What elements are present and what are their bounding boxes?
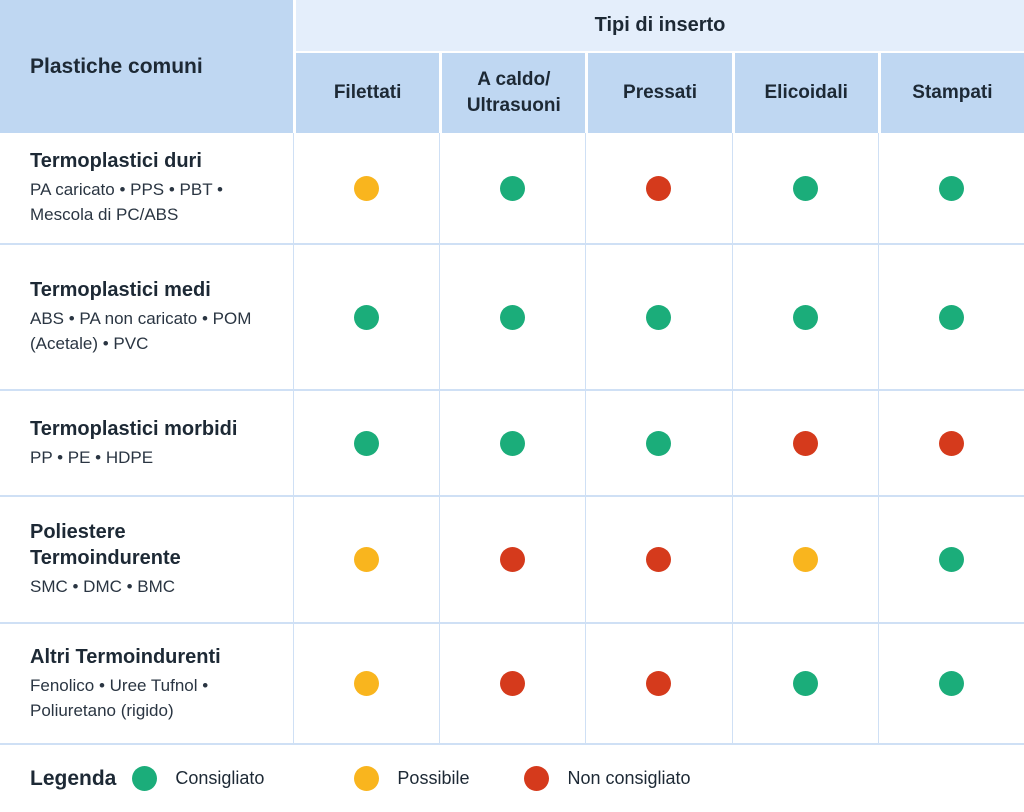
rating-dot-possible — [354, 175, 380, 201]
rating-dot-not_recommended — [938, 430, 964, 456]
table-row: Poliestere Termoindurente SMC • DMC • BMC — [0, 497, 1024, 624]
legend-item: Non consigliato — [524, 766, 691, 791]
table-row: Termoplastici medi ABS • PA non caricato … — [0, 245, 1024, 391]
rating-cell — [585, 497, 731, 622]
group-header-label: Tipi di inserto — [594, 14, 726, 36]
rating-dot-not_recommended — [646, 175, 672, 201]
rating-cell — [293, 624, 439, 743]
legend-label: Consigliato — [175, 768, 265, 788]
rating-cell — [585, 391, 731, 495]
rating-cell — [877, 133, 1024, 243]
legend-items: Consigliato Possibile Non consigliato — [132, 766, 691, 791]
table-row: Termoplastici duri PA caricato • PPS • PB… — [0, 133, 1024, 245]
row-title: Altri Termoindurenti — [30, 645, 221, 668]
rating-dot-recommended — [792, 671, 818, 696]
rating-cell — [877, 391, 1024, 495]
rating-dot-not_recommended — [500, 671, 526, 696]
rating-dot-recommended — [938, 175, 964, 201]
row-subtitle: Fenolico • Uree Tufnol • Poliuretano (ri… — [30, 675, 209, 720]
corner-header-cell: Plastiche comuni — [0, 0, 293, 133]
rating-dot-recommended — [354, 304, 380, 330]
legend-label: Possibile — [397, 768, 470, 788]
legend-label: Non consigliato — [567, 768, 691, 788]
row-subtitle: ABS • PA non caricato • POM (Acetale) • … — [30, 309, 252, 353]
rating-cell — [585, 624, 731, 743]
rating-cell — [293, 497, 439, 622]
rating-cell — [877, 624, 1024, 743]
row-subtitle: PA caricato • PPS • PBT • Mescola di PC/… — [30, 180, 223, 224]
rating-cell — [585, 133, 731, 243]
row-header-cell: Poliestere Termoindurente SMC • DMC • BMC — [0, 497, 293, 622]
rating-dot-not_recommended — [646, 671, 672, 696]
rating-cell — [439, 624, 585, 743]
rating-cell — [293, 245, 439, 389]
table-row: Altri Termoindurenti Fenolico • Uree Tufn… — [0, 624, 1024, 745]
rating-dot-recommended — [646, 430, 672, 456]
rating-dot-possible — [792, 547, 818, 572]
corner-header-label: Plastiche comuni — [30, 54, 203, 78]
group-header-cell: Tipi di inserto — [296, 0, 1024, 51]
rating-cell — [293, 133, 439, 243]
header-right: Tipi di inserto Filettati A caldo/ Ultras… — [296, 0, 1024, 133]
rating-dot-possible — [354, 547, 380, 572]
legend-dot-possible — [354, 766, 380, 791]
rating-cell — [293, 391, 439, 495]
table-row: Termoplastici morbidi PP • PE • HDPE — [0, 391, 1024, 497]
rating-dot-recommended — [646, 304, 672, 330]
rating-dot-recommended — [938, 547, 964, 572]
legend: Legenda Consigliato Possibile Non consigli… — [0, 745, 1024, 812]
row-header-cell: Termoplastici duri PA caricato • PPS • PB… — [0, 133, 293, 243]
rating-dot-not_recommended — [500, 547, 526, 572]
rating-cell — [877, 245, 1024, 389]
rating-cell — [731, 245, 878, 389]
row-header-cell: Termoplastici morbidi PP • PE • HDPE — [0, 391, 293, 495]
rating-cell — [731, 391, 878, 495]
row-title: Termoplastici medi — [30, 279, 211, 302]
column-header: Stampati — [880, 53, 1024, 133]
legend-title: Legenda — [30, 766, 117, 790]
rating-cell — [439, 391, 585, 495]
rating-dot-possible — [354, 671, 380, 696]
rating-cell — [585, 245, 731, 389]
row-subtitle: SMC • DMC • BMC — [30, 577, 176, 597]
rating-cell — [439, 245, 585, 389]
rating-cell — [877, 497, 1024, 622]
column-header: Pressati — [588, 53, 732, 133]
rating-dot-not_recommended — [792, 430, 818, 456]
rating-cell — [731, 497, 878, 622]
row-header-cell: Altri Termoindurenti Fenolico • Uree Tufn… — [0, 624, 293, 743]
rating-dot-recommended — [792, 304, 818, 330]
legend-dot-recommended — [132, 766, 158, 791]
row-title: Termoplastici morbidi — [30, 417, 238, 440]
rating-dot-recommended — [500, 304, 526, 330]
rating-dot-recommended — [500, 175, 526, 201]
row-header-cell: Termoplastici medi ABS • PA non caricato … — [0, 245, 293, 389]
legend-item: Consigliato — [132, 766, 264, 791]
column-header: Elicoidali — [734, 53, 878, 133]
rating-dot-recommended — [938, 304, 964, 330]
column-header: Filettati — [296, 53, 440, 133]
rating-dot-recommended — [354, 430, 380, 456]
legend-item: Possibile — [354, 766, 469, 791]
rating-cell — [731, 624, 878, 743]
rating-dot-not_recommended — [646, 547, 672, 572]
rating-cell — [439, 497, 585, 622]
row-title: Termoplastici duri — [30, 150, 202, 173]
rating-cell — [731, 133, 878, 243]
table-header: Plastiche comuni Tipi di inserto Filetta… — [0, 0, 1024, 133]
row-title: Poliestere Termoindurente — [30, 521, 181, 570]
column-headers-row: Filettati A caldo/ Ultrasuoni Pressati Elic… — [296, 53, 1024, 133]
table-body: Termoplastici duri PA caricato • PPS • PB… — [0, 133, 1024, 745]
rating-dot-recommended — [500, 430, 526, 456]
row-subtitle: PP • PE • HDPE — [30, 447, 154, 467]
rating-cell — [439, 133, 585, 243]
legend-dot-not_recommended — [524, 766, 550, 791]
rating-dot-recommended — [792, 175, 818, 201]
rating-dot-recommended — [938, 671, 964, 696]
column-header: A caldo/ Ultrasuoni — [442, 53, 586, 133]
